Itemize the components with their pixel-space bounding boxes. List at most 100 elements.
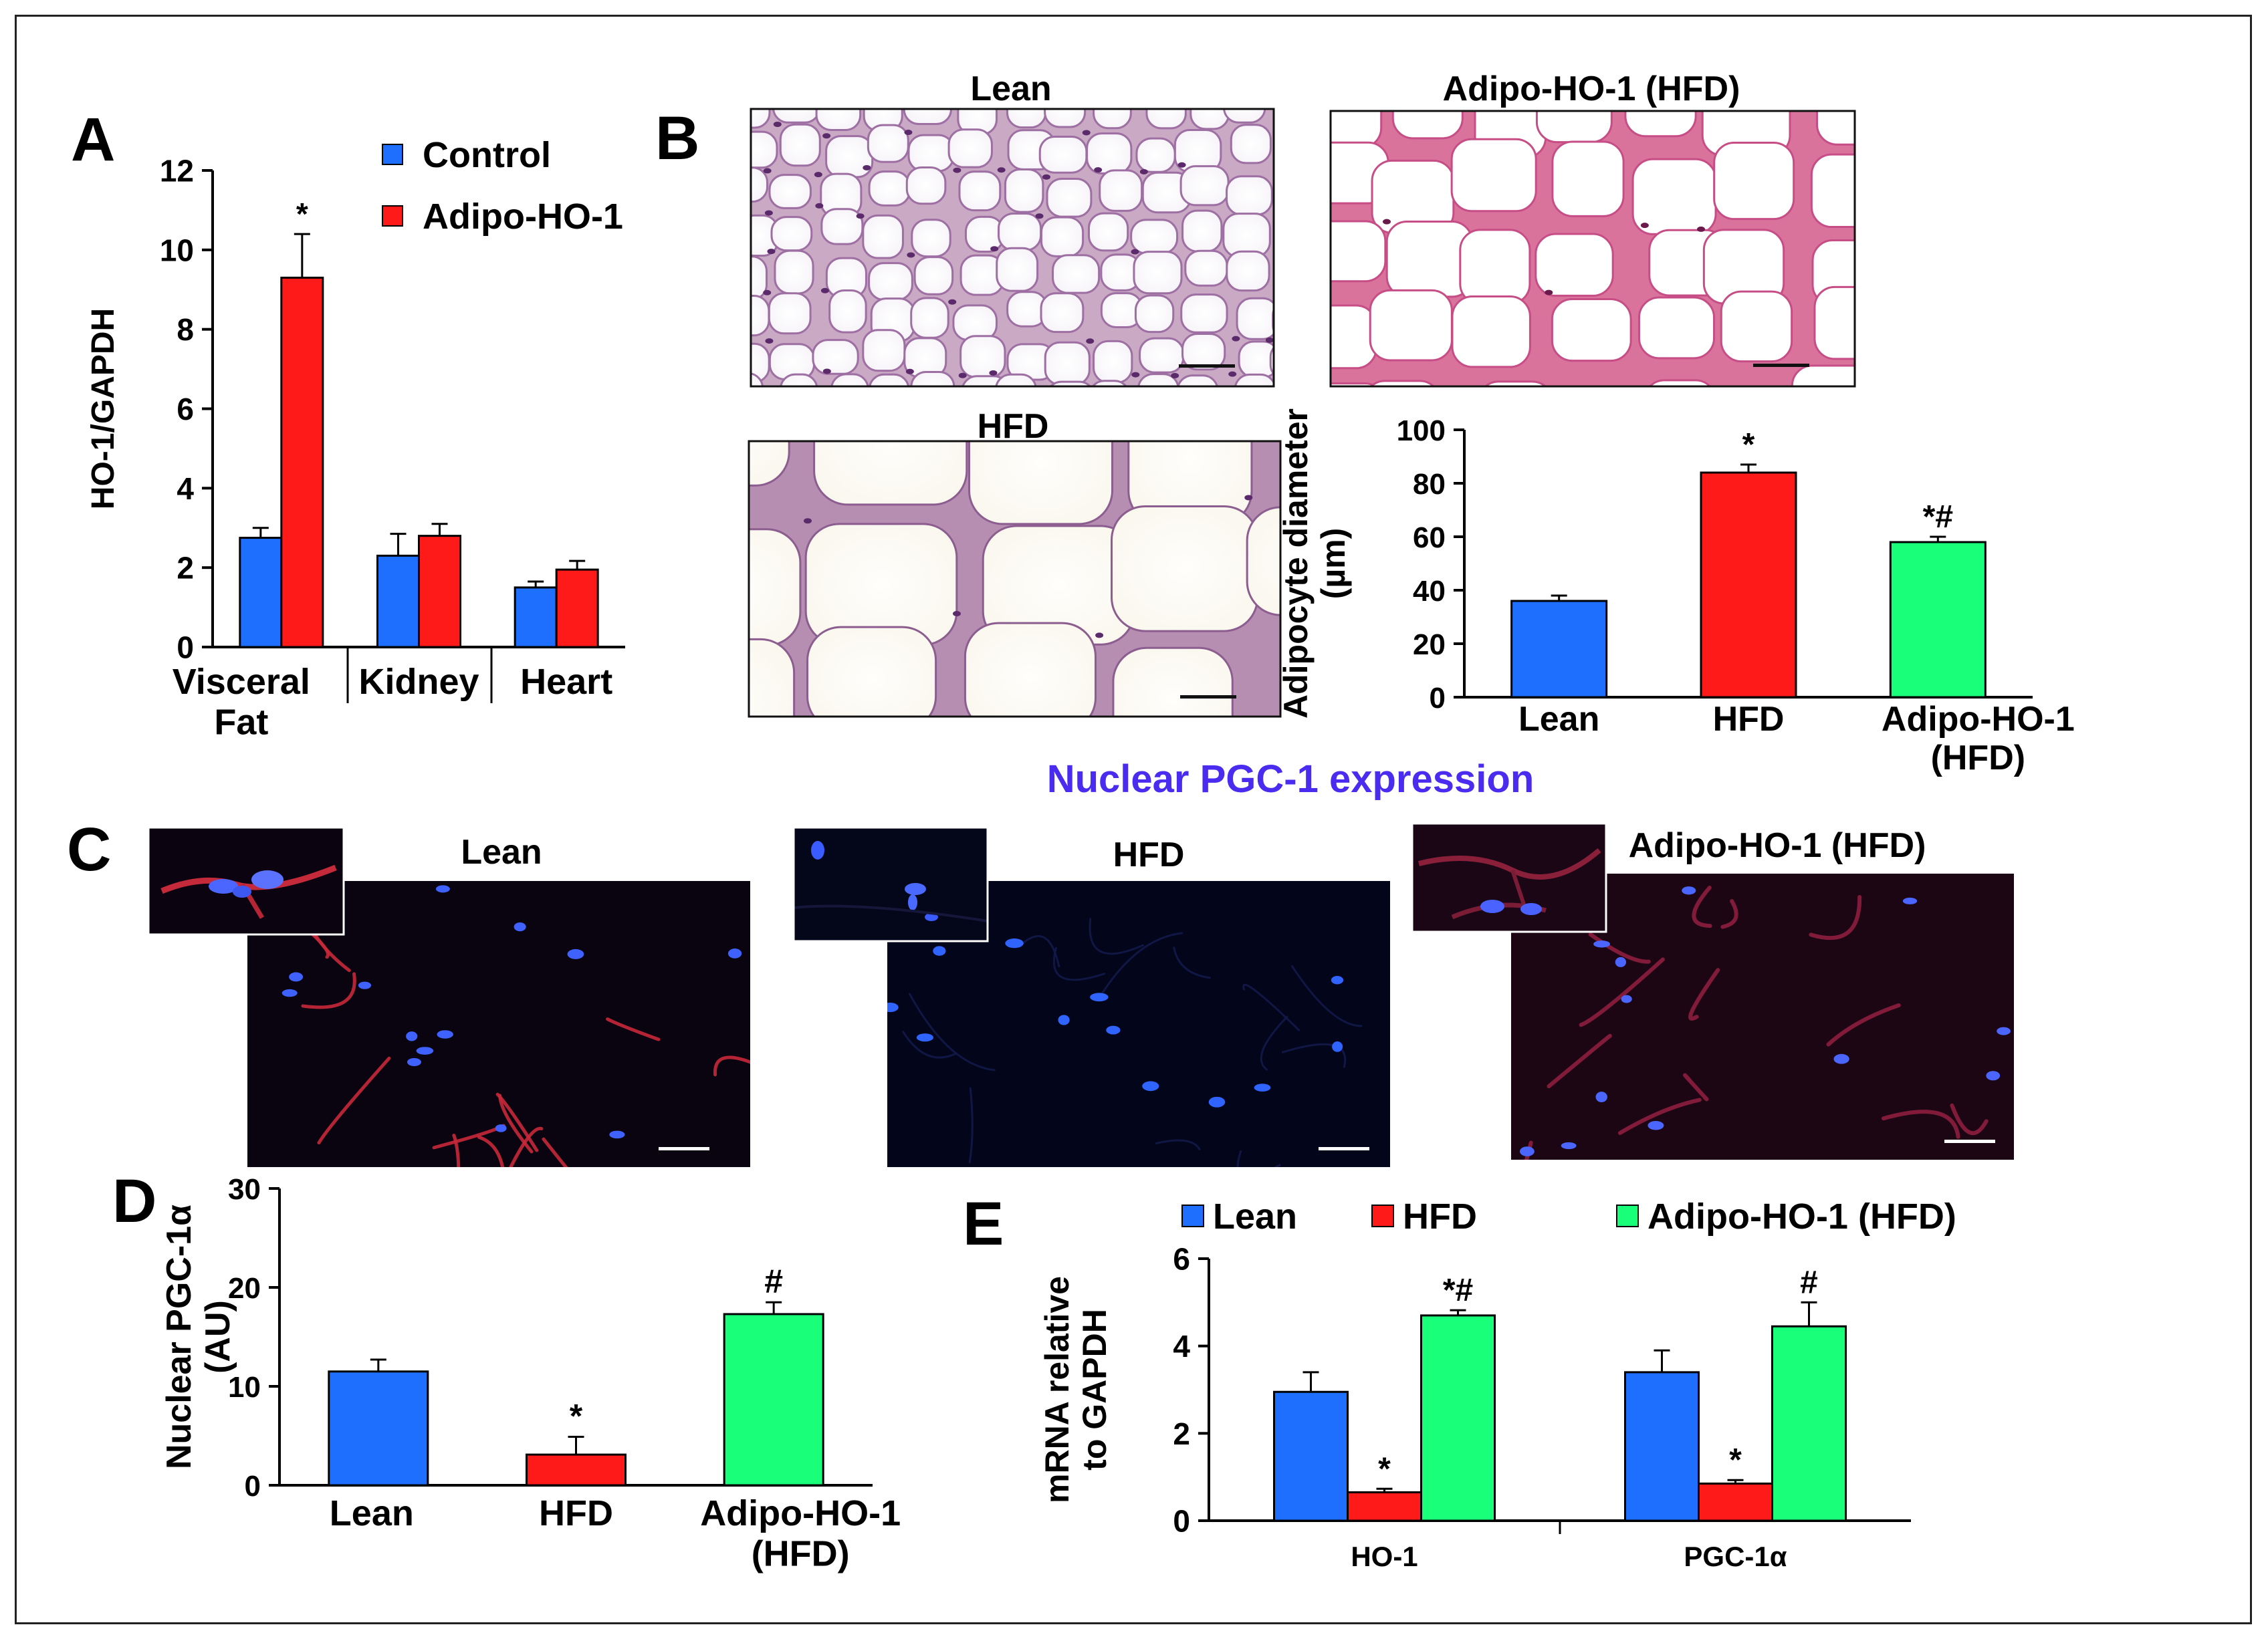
panel-e-category-label: PGC-1α (1684, 1541, 1787, 1572)
panel-e-legend-label: Adipo-HO-1 (HFD) (1648, 1196, 1956, 1237)
panel-d-category-label: (HFD) (752, 1533, 850, 1573)
panel-a-category-label: Heart (520, 662, 612, 702)
panel-d-y-tick-label: 30 (228, 1173, 261, 1206)
panel-e-legend-swatch (1371, 1205, 1394, 1227)
panel-b-y-tick-label: 100 (1397, 414, 1446, 447)
panel-e-bar (1698, 1482, 1773, 1522)
panel-a-y-tick-label: 6 (177, 392, 194, 426)
panel-a-bar (376, 554, 420, 648)
panel-e-significance: *# (1443, 1273, 1473, 1308)
panel-a-letter: A (71, 106, 115, 174)
panel-d-y-label: Nuclear PGC-1α (160, 1205, 199, 1469)
panel-a-category-label: Visceral (173, 662, 310, 702)
if-image-adipo (1411, 822, 2014, 1160)
panel-d-y-label: (AU) (199, 1300, 237, 1374)
panel-a-y-tick-label: 12 (160, 154, 194, 188)
panel-a-category-label: Kidney (358, 662, 479, 702)
panel-a-significance: * (296, 197, 308, 231)
panel-b-significance: * (1742, 427, 1755, 463)
panel-b-y-label: Adipocyte diameter (1277, 408, 1315, 719)
panel-b-y-tick-label: 20 (1413, 628, 1446, 661)
panel-d-bar (723, 1313, 824, 1487)
panel-b-letter: B (655, 104, 699, 172)
panel-d-significance: # (764, 1263, 783, 1300)
panel-b-y-tick-label: 0 (1430, 682, 1446, 715)
panel-b-bar (1510, 600, 1608, 699)
panel-e-y-label: mRNA relative (1038, 1276, 1076, 1503)
he-image-lean (750, 108, 1275, 388)
panel-d-y-tick-label: 0 (245, 1470, 261, 1503)
panel-b-bar (1889, 541, 1987, 699)
panel-e-y-tick-label: 6 (1173, 1242, 1190, 1277)
panel-c-letter: C (67, 815, 111, 884)
panel-e-y-tick-label: 0 (1173, 1504, 1190, 1539)
he-hfd-title: HFD (978, 407, 1049, 446)
he-lean-title: Lean (970, 70, 1051, 108)
panel-d-category-label: Adipo-HO-1 (700, 1493, 901, 1533)
if-lean-title: Lean (461, 833, 542, 872)
panel-b-category-label: Adipo-HO-1 (1882, 700, 2075, 739)
panel-e-significance: * (1729, 1442, 1742, 1478)
chart-b: 0 20 40 60 80 100 Adipocyte diameter (µm) Lean * H… (1277, 408, 2075, 777)
panel-e-y-label: to GAPDH (1076, 1309, 1113, 1471)
panel-a-category-label: Fat (214, 702, 268, 742)
panel-a-y-tick-label: 4 (177, 471, 194, 506)
panel-e-category-label: HO-1 (1351, 1541, 1418, 1572)
panel-e-y-tick-label: 2 (1173, 1416, 1190, 1451)
panel-a-bar (555, 568, 599, 648)
panel-b-y-tick-label: 80 (1413, 468, 1446, 501)
panel-a-legend-swatch (382, 205, 403, 227)
panel-b-y-tick-label: 60 (1413, 521, 1446, 554)
panel-a-y-tick-label: 2 (177, 551, 194, 586)
panel-a-y-tick-label: 8 (177, 312, 194, 347)
panel-b-category-label: Lean (1518, 700, 1599, 739)
panel-a-bar (239, 537, 283, 648)
if-image-lean (147, 826, 750, 1167)
panel-a-legend-swatch (382, 144, 403, 165)
panel-d-bar (328, 1370, 429, 1487)
panel-d-category-label: Lean (330, 1493, 414, 1533)
panel-a-bar (514, 586, 558, 648)
panel-e-legend-label: Lean (1213, 1196, 1297, 1237)
panel-a-y-label: HO-1/GAPDH (86, 308, 121, 509)
figure-border (15, 15, 2252, 1624)
panel-a-bar (280, 276, 324, 648)
panel-d-bar (526, 1453, 627, 1487)
panel-e-legend-swatch (1181, 1205, 1204, 1227)
if-adipo-title: Adipo-HO-1 (HFD) (1629, 826, 1926, 865)
panel-e-bar (1624, 1371, 1700, 1522)
he-image-hfd (748, 440, 1282, 718)
panel-e-legend-label: HFD (1403, 1196, 1477, 1237)
panel-b-y-label: (µm) (1315, 528, 1352, 600)
panel-b-bar (1700, 471, 1797, 699)
panel-a-y-tick-label: 0 (177, 630, 194, 665)
panel-a-y-tick-label: 10 (160, 233, 194, 267)
panel-e-letter: E (963, 1190, 1004, 1258)
panel-a-legend-label: Adipo-HO-1 (423, 197, 623, 237)
panel-d-significance: * (570, 1397, 583, 1434)
chart-d: 0 10 20 30 Nuclear PGC-1α (AU) Lean * HFD # Adipo-… (160, 1173, 901, 1574)
if-image-hfd (792, 826, 1390, 1167)
panel-b-category-label: (HFD) (1931, 739, 2026, 777)
panel-e-significance: * (1378, 1451, 1391, 1487)
panel-e-bar (1771, 1325, 1847, 1522)
he-image-adipo (1329, 110, 1856, 388)
panel-d-y-tick-label: 20 (228, 1272, 261, 1305)
panel-d-letter: D (112, 1167, 156, 1235)
panel-b-significance: *# (1923, 499, 1953, 535)
panel-d-y-tick-label: 10 (228, 1371, 261, 1404)
panel-d-category-label: HFD (539, 1493, 613, 1533)
panel-e-significance: # (1800, 1265, 1818, 1300)
panel-b-y-tick-label: 40 (1413, 575, 1446, 608)
panel-e-bar (1347, 1491, 1422, 1522)
panel-e-y-tick-label: 4 (1173, 1329, 1190, 1364)
if-hfd-title: HFD (1113, 836, 1185, 874)
panel-e-bar (1420, 1314, 1496, 1522)
panel-e-legend-swatch (1616, 1205, 1639, 1227)
panel-a-legend-label: Control (423, 135, 551, 175)
he-adipo-title: Adipo-HO-1 (HFD) (1443, 70, 1740, 108)
panel-b-category-label: HFD (1713, 700, 1785, 739)
